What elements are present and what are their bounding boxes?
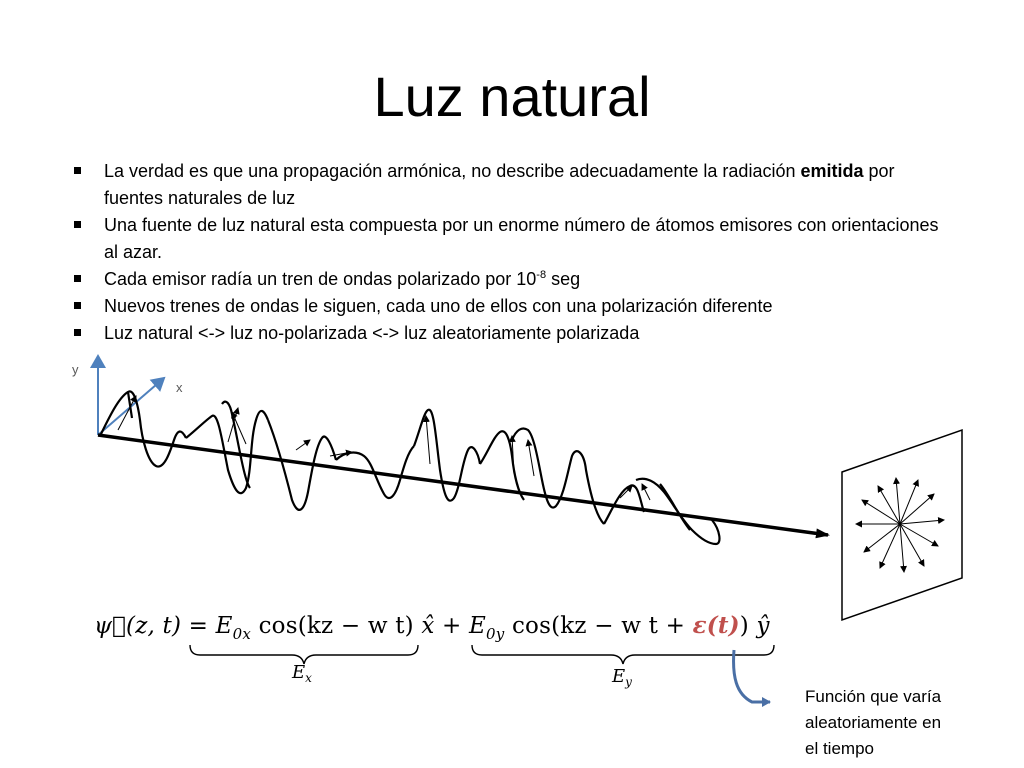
- wave-train-6: [479, 430, 525, 501]
- wave-train-1: [99, 390, 187, 468]
- axes: [90, 354, 166, 436]
- wave-train-3: [266, 419, 338, 511]
- random-polarization-star: [855, 477, 945, 573]
- wave-train-9: [635, 477, 721, 546]
- bullet-item: Luz natural <-> luz no-polarizada <-> lu…: [72, 320, 952, 347]
- callout-arrow: [732, 649, 771, 707]
- brace-ey: [471, 644, 775, 665]
- propagation-arrow: [97, 433, 830, 539]
- wave-train-7: [510, 427, 605, 525]
- brace-ex: [189, 644, 419, 665]
- bullet-item: Nuevos trenes de ondas le siguen, cada u…: [72, 293, 952, 320]
- polarization-vectors: [117, 395, 651, 501]
- observation-screen: [841, 428, 963, 622]
- bullet-list: La verdad es que una propagación armónic…: [72, 158, 952, 347]
- axis-y-label: y: [72, 362, 79, 377]
- epsilon-term: ε(t): [692, 612, 740, 639]
- bullet-item: La verdad es que una propagación armónic…: [72, 158, 952, 212]
- slide-title: Luz natural: [373, 65, 651, 128]
- random-function-note: Función que varía aleatoriamente en el t…: [805, 687, 942, 758]
- wave-train-2: [185, 409, 270, 495]
- axis-x-label: x: [176, 380, 183, 395]
- wave-train-5: [412, 408, 482, 502]
- wave-train-4: [335, 445, 415, 500]
- brace-label-ey: Ey: [612, 666, 632, 689]
- brace-label-ex: Ex: [292, 662, 312, 685]
- bullet-item: Cada emisor radía un tren de ondas polar…: [72, 266, 952, 293]
- bullet-item: Una fuente de luz natural esta compuesta…: [72, 212, 952, 266]
- wave-equation: ψ⃗(z, t) = E0x cos(kz − w t) x̂ + E0y co…: [94, 612, 770, 643]
- wave-trains: [99, 390, 721, 546]
